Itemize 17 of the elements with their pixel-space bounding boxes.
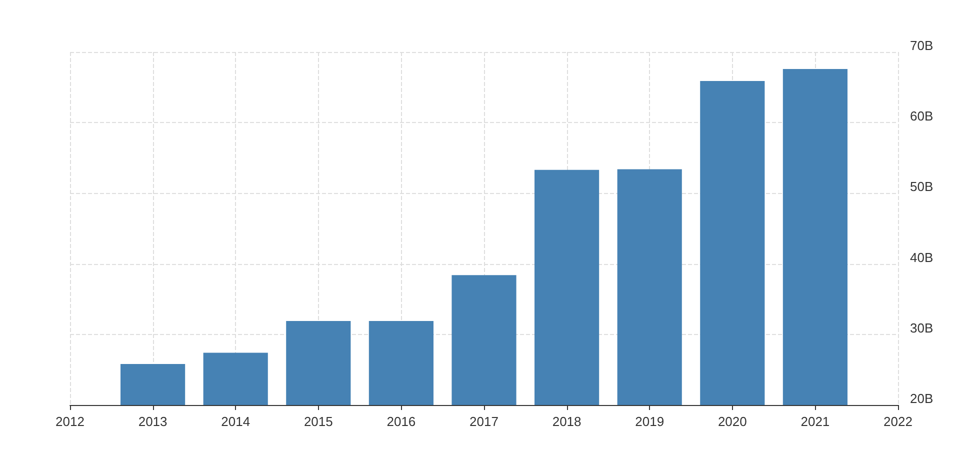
x-tick-label: 2019 (635, 414, 664, 429)
y-tick-label: 40B (910, 250, 934, 265)
x-tick-label: 2021 (800, 414, 830, 429)
x-tick-label: 2018 (552, 414, 582, 429)
x-tick-label: 2014 (221, 414, 250, 429)
x-tick-label: 2017 (470, 414, 498, 429)
x-tick-label: 2022 (884, 414, 912, 429)
y-tick-label: 70B (910, 38, 934, 53)
y-tick-label: 30B (910, 320, 934, 336)
y-tick-label: 20B (910, 391, 934, 406)
x-tick-label: 2015 (304, 414, 333, 429)
y-tick-label: 50B (910, 179, 934, 194)
x-tick-label: 2016 (386, 414, 416, 429)
x-tick-label: 2012 (56, 414, 84, 429)
y-tick-label: 60B (910, 108, 934, 124)
x-tick-label: 2013 (138, 414, 168, 429)
x-tick-label: 2020 (718, 414, 747, 429)
